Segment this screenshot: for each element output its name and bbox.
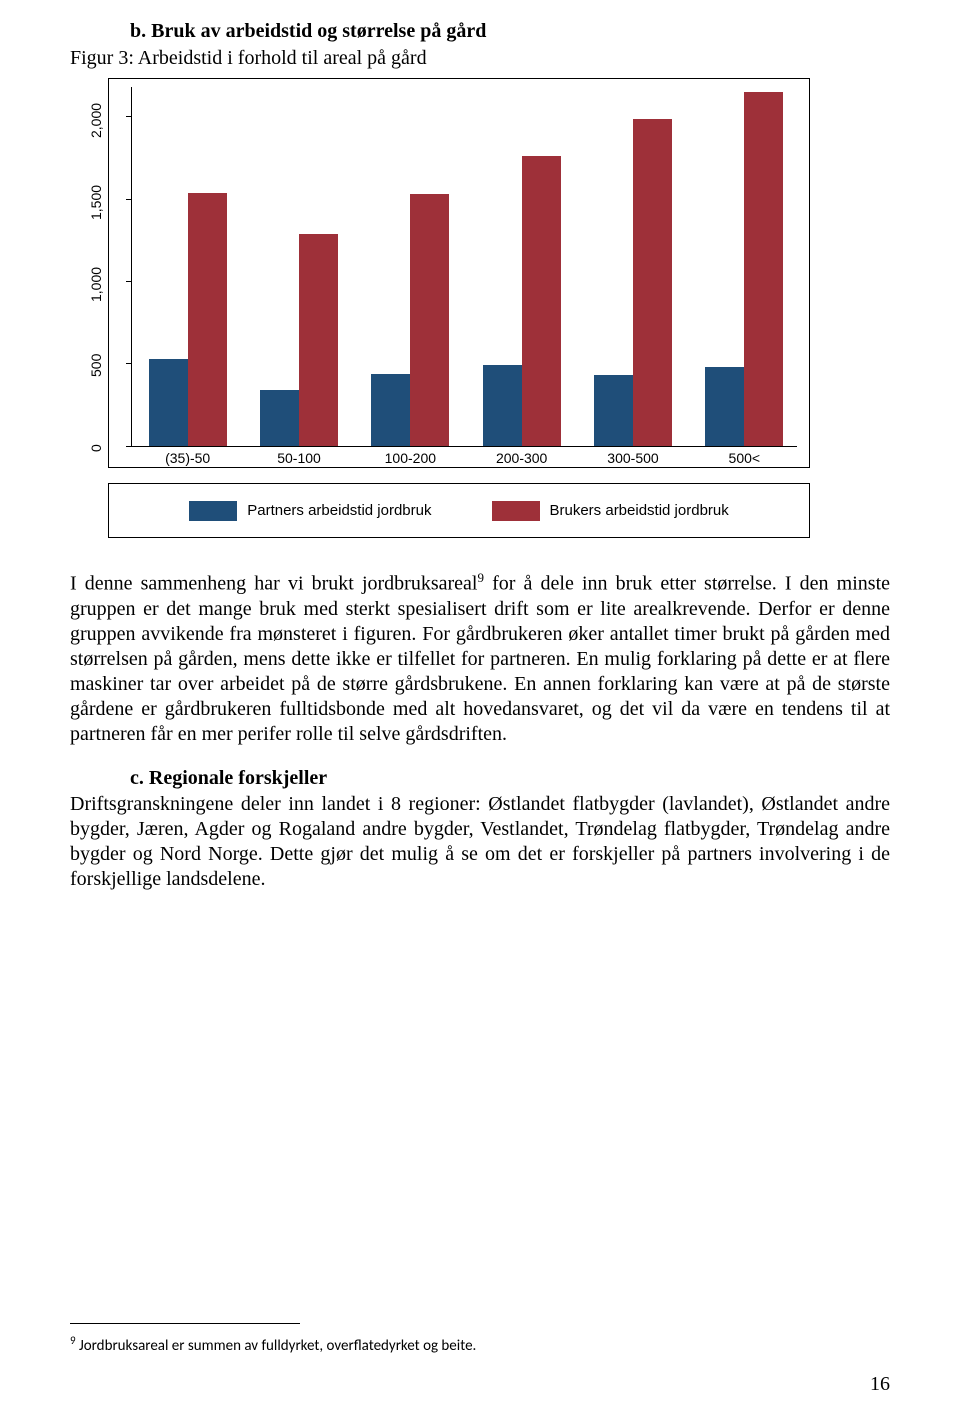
chart-bar-partner [260, 390, 299, 446]
chart-bar-bruker [522, 156, 561, 446]
chart-ytick-label: 500 [88, 354, 104, 377]
figure-caption: Figur 3: Arbeidstid i forhold til areal … [70, 47, 890, 70]
chart-bar-bruker [633, 119, 672, 446]
chart-yaxis-labels: 0 500 1,000 1,500 2,000 [70, 78, 104, 468]
legend-swatch-partner [189, 501, 237, 521]
section-heading-c: c. Regionale forskjeller [130, 767, 890, 790]
chart-bar-partner [705, 367, 744, 446]
footnote-text: Jordbruksareal er summen av fulldyrket, … [76, 1337, 477, 1355]
chart-x-category-label: 100-200 [385, 450, 436, 466]
chart-bar-bruker [410, 194, 449, 446]
chart-ytick [126, 281, 132, 282]
legend-label-partner: Partners arbeidstid jordbruk [247, 502, 431, 519]
chart-bar-bruker [299, 234, 338, 446]
section-heading-b: b. Bruk av arbeidstid og størrelse på gå… [130, 20, 890, 43]
chart-bar-partner [371, 374, 410, 446]
chart-x-category-label: 200-300 [496, 450, 547, 466]
chart-figure-3: 0 500 1,000 1,500 2,000 (35)-50 50-100 100-200… [70, 78, 810, 538]
chart-bar-bruker [188, 193, 227, 446]
chart-legend: Partners arbeidstid jordbruk Brukers arb… [108, 483, 810, 538]
chart-plot-inner: (35)-5050-100100-200200-300300-500500< [131, 87, 797, 447]
chart-ytick [126, 116, 132, 117]
legend-item-bruker: Brukers arbeidstid jordbruk [492, 501, 729, 521]
chart-bar-partner [483, 365, 522, 446]
legend-label-bruker: Brukers arbeidstid jordbruk [550, 502, 729, 519]
chart-bar-partner [149, 359, 188, 446]
footnote-rule [70, 1323, 300, 1324]
footnote: 9 Jordbruksareal er summen av fulldyrket… [70, 1334, 890, 1357]
chart-x-category-label: 500< [729, 450, 761, 466]
chart-ytick-label: 1,000 [88, 267, 104, 302]
body-paragraph-1: I denne sammenheng har vi brukt jordbruk… [70, 570, 890, 747]
chart-bar-bruker [744, 92, 783, 446]
chart-ytick-label: 1,500 [88, 185, 104, 220]
chart-ytick [126, 199, 132, 200]
chart-plot-outer: (35)-50 50-100 100-200 200-300 300-500 500< [108, 78, 810, 468]
chart-x-category-label: (35)-50 [165, 450, 210, 466]
legend-swatch-bruker [492, 501, 540, 521]
body-p1-post: for å dele inn bruk etter størrelse. I d… [70, 573, 890, 745]
chart-ytick [126, 446, 132, 447]
chart-ytick [126, 363, 132, 364]
body-paragraph-2: Driftsgranskningene deler inn landet i 8… [70, 792, 890, 892]
chart-x-category-label: 300-500 [607, 450, 658, 466]
chart-ytick-label: 2,000 [88, 103, 104, 138]
body-p1-pre: I denne sammenheng har vi brukt jordbruk… [70, 573, 477, 595]
page-number: 16 [870, 1373, 890, 1396]
chart-bar-partner [594, 375, 633, 446]
chart-x-category-label: 50-100 [277, 450, 321, 466]
legend-item-partner: Partners arbeidstid jordbruk [189, 501, 431, 521]
chart-ytick-label: 0 [88, 444, 104, 452]
